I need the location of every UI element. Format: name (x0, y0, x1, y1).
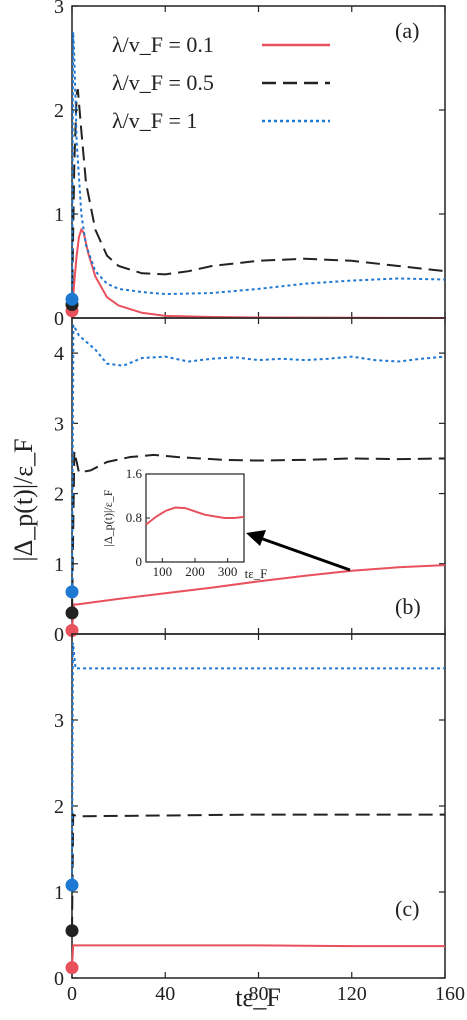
y-tick-label: 2 (54, 100, 64, 122)
x-tick-label: 120 (337, 983, 367, 1005)
y-tick-label: 0 (54, 968, 64, 990)
initial-point-marker (65, 585, 79, 599)
panel-label: (b) (395, 594, 421, 619)
inset-frame (145, 473, 245, 563)
series-line (71, 451, 446, 613)
initial-point-marker (65, 961, 79, 975)
initial-point-marker (65, 606, 79, 620)
panel-frame (71, 633, 446, 979)
inset-x-tick-label: 100 (153, 564, 173, 579)
y-tick-label: 3 (54, 0, 64, 18)
x-tick-label: 160 (435, 983, 465, 1005)
x-tick-label: 80 (249, 983, 269, 1005)
inset-arrow-head (246, 530, 266, 546)
initial-point-marker (65, 924, 79, 938)
y-tick-label: 3 (54, 413, 64, 435)
inset-y-tick-label: 1.6 (126, 466, 143, 481)
initial-point-marker (65, 292, 79, 306)
legend: λ/v_F = 0.1 λ/v_F = 0.5 λ/v_F = 1 (112, 32, 330, 133)
inset-x-tick-label: 200 (185, 564, 205, 579)
panel-label: (c) (395, 896, 419, 921)
initial-point-marker (65, 878, 79, 892)
inset-series-line (145, 506, 245, 526)
panel-label: (a) (395, 18, 419, 43)
inset-x-title: tε_F (245, 566, 268, 581)
series-line (71, 944, 445, 968)
inset-y-title: |Δ_p(t)|/ε_F (101, 489, 115, 546)
x-tick-labels: 0 40 80 120 160 (67, 983, 465, 1005)
inset-x-tick-label: 300 (218, 564, 238, 579)
legend-label: λ/v_F = 0.1 (112, 32, 214, 57)
y-tick-label: 1 (54, 204, 64, 226)
series-line (71, 564, 446, 631)
y-tick-label: 0 (54, 624, 64, 646)
x-tick-label: 40 (155, 983, 175, 1005)
y-tick-label: 1 (54, 554, 64, 576)
inset-y-tick-label: 0.8 (126, 510, 142, 525)
y-axis-title: |Δ_p(t)|/ε_F (9, 438, 38, 561)
series-line (71, 88, 446, 305)
panel-c: 0 1 2 3 (c) (54, 633, 446, 990)
y-tick-label: 1 (54, 882, 64, 904)
panel-b: 0 1 2 3 4 (b) (54, 317, 446, 646)
x-tick-label: 0 (67, 983, 77, 1005)
x-axis-title: tε_F (235, 983, 281, 1012)
y-tick-label: 0 (54, 308, 64, 330)
y-tick-label: 4 (54, 343, 64, 365)
y-tick-label: 2 (54, 796, 64, 818)
legend-label: λ/v_F = 1 (112, 108, 197, 133)
y-tick-label: 2 (54, 484, 64, 506)
inset-plot: 0 0.8 1.6 100 200 300 tε_F |Δ_p(t)|/ε_F (101, 466, 267, 581)
legend-label: λ/v_F = 0.5 (112, 70, 214, 95)
inset-arrow-shaft (259, 536, 351, 572)
inset-y-tick-label: 0 (136, 554, 143, 569)
series-line (71, 227, 446, 319)
series-line (71, 813, 445, 931)
series-line (71, 31, 446, 300)
series-line (71, 642, 445, 886)
inset-arrow (246, 530, 351, 572)
y-tick-label: 3 (54, 710, 64, 732)
